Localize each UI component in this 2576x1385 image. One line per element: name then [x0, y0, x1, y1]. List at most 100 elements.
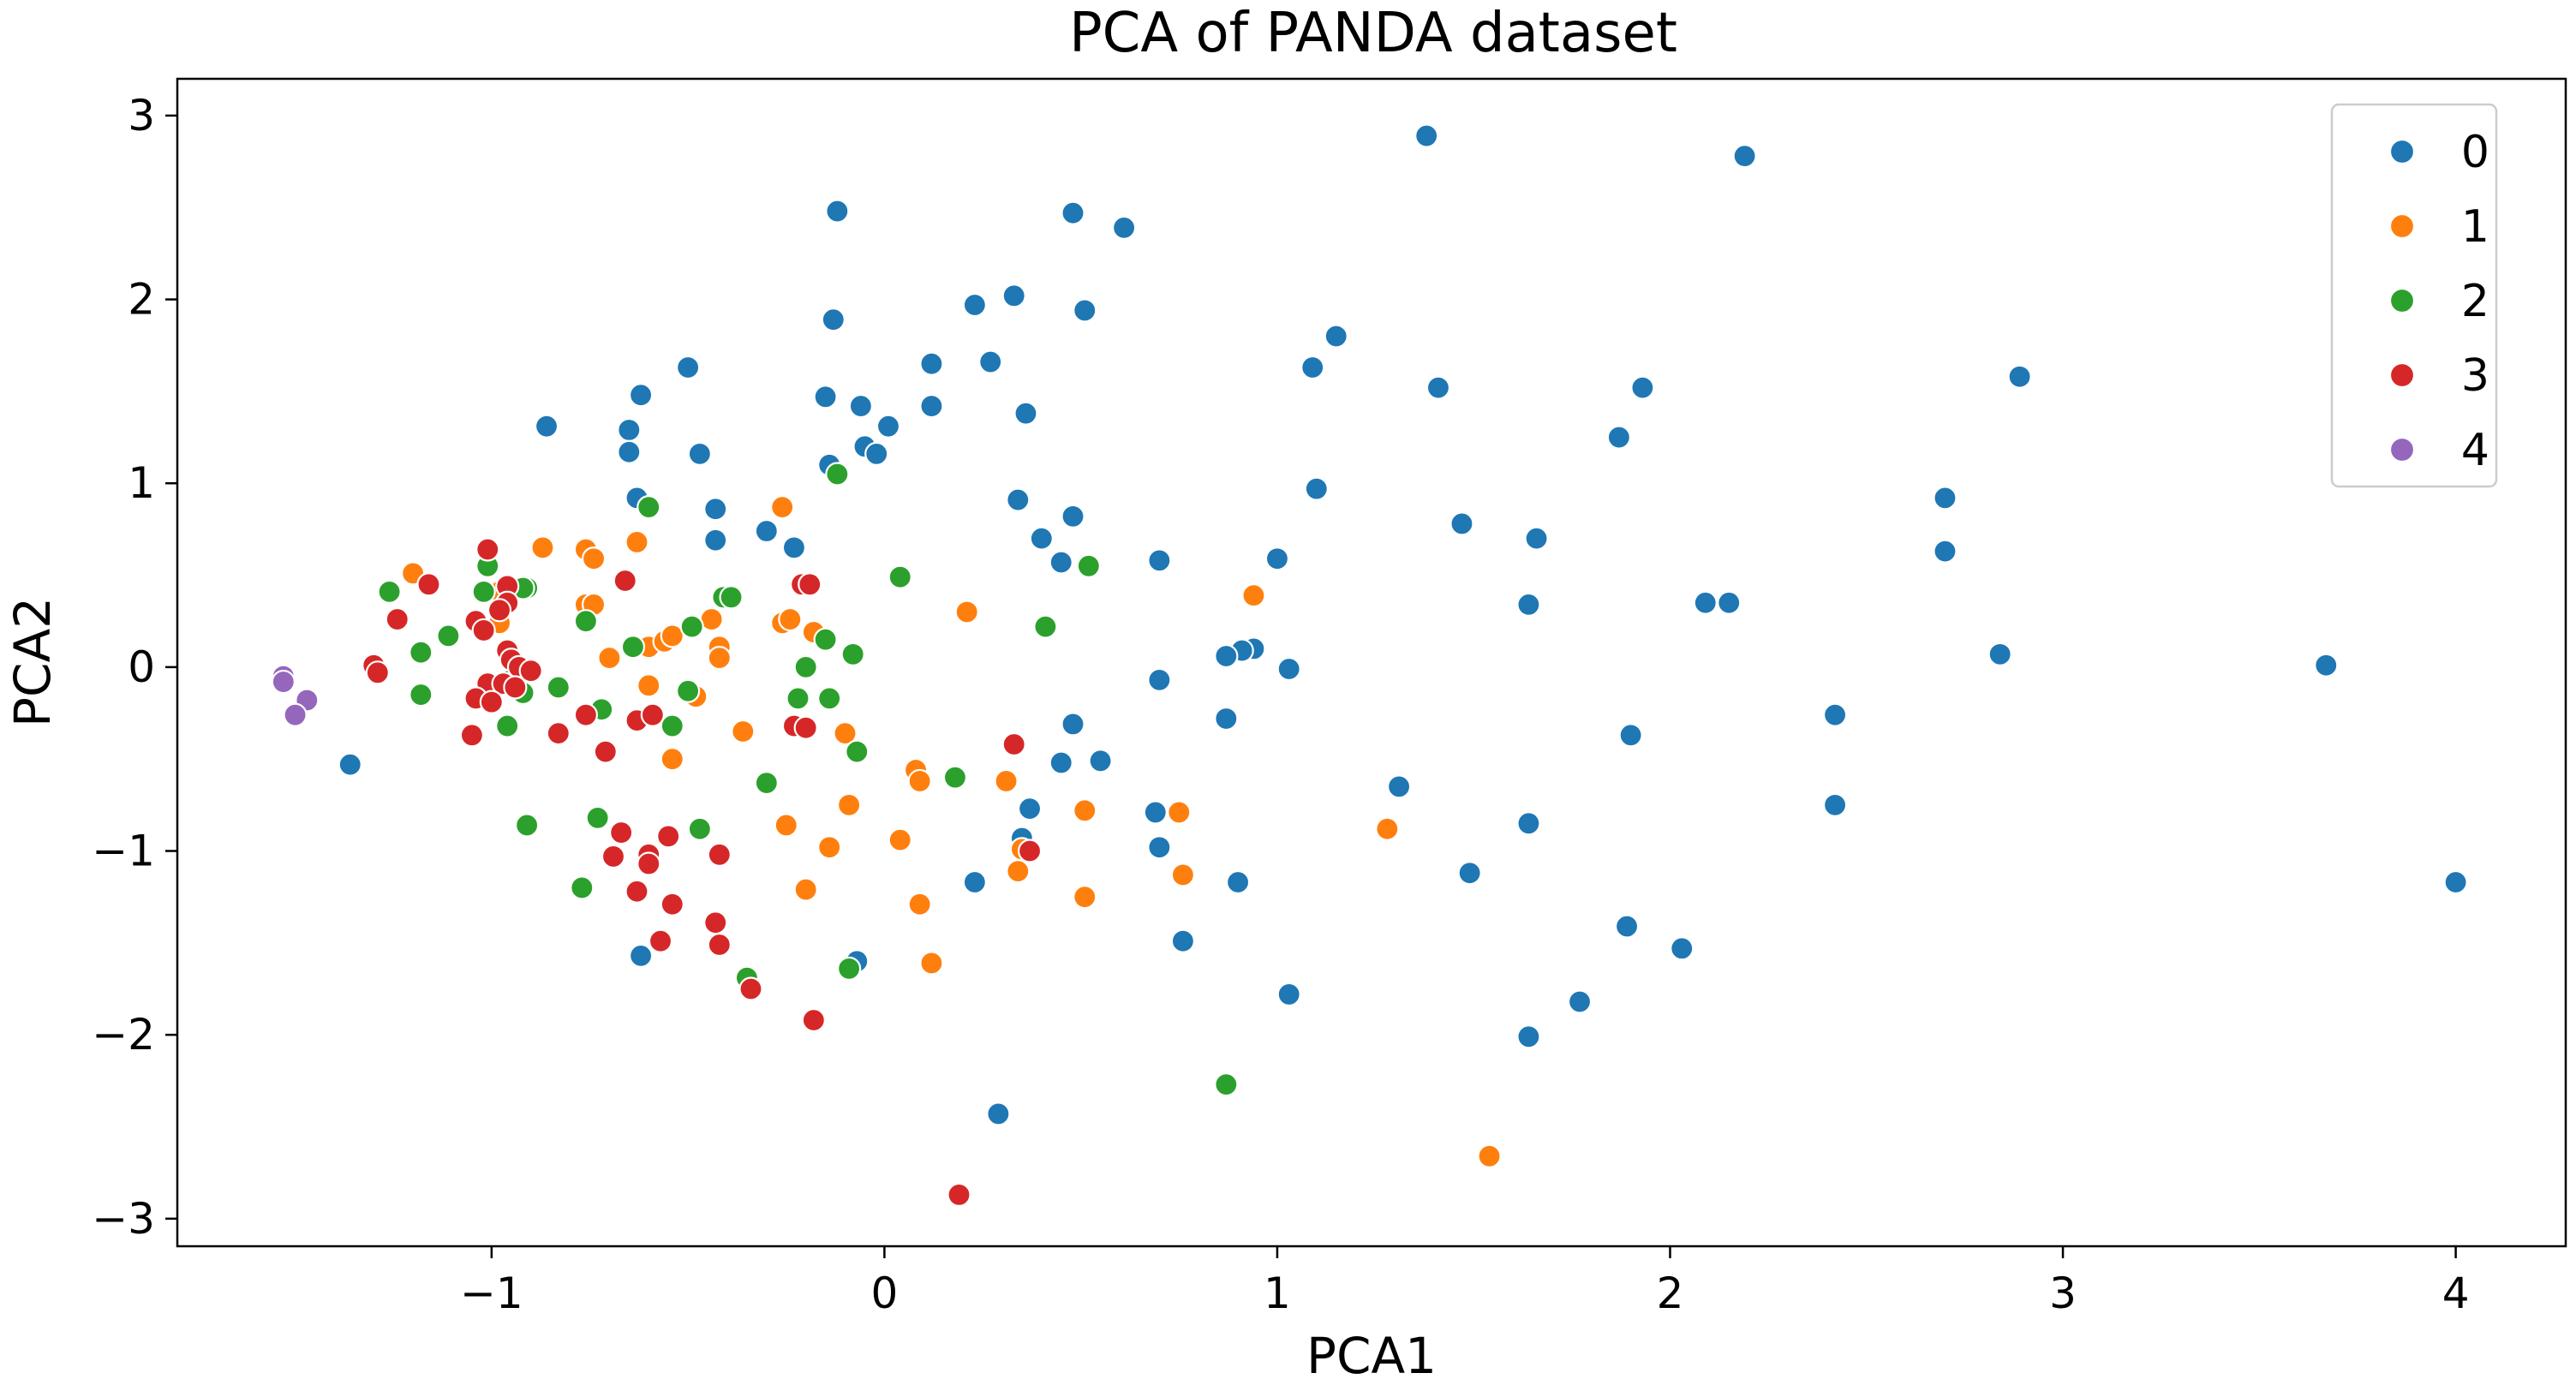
- scatter-point-class-1: [774, 813, 798, 838]
- scatter-point-class-1: [907, 768, 932, 794]
- scatter-point-class-1: [597, 646, 622, 671]
- scatter-point-class-0: [1276, 982, 1301, 1007]
- x-tick-label: −1: [460, 1269, 523, 1318]
- scatter-point-class-0: [1214, 706, 1239, 731]
- scatter-point-class-2: [570, 875, 595, 900]
- scatter-point-class-0: [1822, 702, 1848, 727]
- scatter-point-class-1: [837, 792, 862, 817]
- scatter-point-class-2: [471, 579, 496, 604]
- scatter-point-class-0: [1001, 284, 1026, 308]
- scatter-point-class-0: [2314, 653, 2339, 678]
- scatter-point-class-0: [919, 393, 944, 419]
- scatter-point-class-4: [271, 669, 296, 695]
- scatter-point-class-3: [801, 1007, 826, 1033]
- scatter-point-class-0: [1933, 486, 1957, 510]
- legend-marker: [2388, 361, 2416, 389]
- scatter-point-class-0: [1457, 861, 1482, 886]
- axis-ticks: −1 0 1 2 3 4 −3 −2 −1 0 1 2 3: [92, 91, 2469, 1318]
- scatter-point-class-0: [1225, 869, 1251, 895]
- scatter-point-class-1: [1477, 1143, 1502, 1168]
- scatter-point-class-0: [617, 439, 642, 464]
- scatter-point-class-0: [813, 385, 838, 409]
- scatter-point-class-3: [573, 702, 598, 727]
- scatter-point-class-3: [707, 932, 732, 958]
- scatter-point-class-2: [786, 686, 810, 711]
- scatter-point-class-2: [637, 495, 661, 520]
- scatter-point-class-2: [817, 686, 842, 711]
- scatter-point-class-0: [1414, 123, 1439, 148]
- scatter-point-class-0: [1614, 914, 1640, 939]
- legend-label: 1: [2461, 201, 2489, 253]
- scatter-point-class-0: [1147, 667, 1172, 692]
- scatter-point-class-0: [1822, 792, 1848, 817]
- scatter-point-class-1: [625, 529, 649, 555]
- scatter-point-class-1: [1241, 583, 1266, 608]
- scatter-point-class-3: [656, 824, 681, 849]
- chart-title: PCA of PANDA dataset: [1069, 2, 1677, 65]
- scatter-point-class-2: [585, 805, 610, 830]
- scatter-point-class-0: [1933, 539, 1957, 564]
- scatter-point-class-3: [487, 598, 512, 623]
- scatter-point-class-0: [821, 307, 846, 332]
- scatter-point-class-0: [1670, 936, 1694, 961]
- legend-marker: [2388, 212, 2416, 240]
- scatter-point-class-0: [676, 355, 701, 380]
- scatter-point-class-0: [919, 351, 944, 376]
- scatter-point-class-3: [601, 844, 626, 869]
- scatter-point-class-0: [1049, 750, 1073, 775]
- scatter-point-class-1: [770, 495, 795, 520]
- scatter-point-class-0: [962, 869, 987, 895]
- scatter-point-class-0: [534, 414, 559, 439]
- scatter-point-class-2: [409, 640, 433, 665]
- scatter-point-class-1: [530, 535, 555, 560]
- legend: 0 1 2 3 4: [2330, 103, 2498, 488]
- scatter-point-class-0: [1386, 774, 1412, 799]
- scatter-point-class-1: [919, 951, 944, 976]
- legend-marker: [2388, 436, 2416, 463]
- scatter-point-class-2: [793, 654, 818, 679]
- scatter-point-class-1: [954, 600, 979, 624]
- scatter-point-class-3: [637, 851, 661, 876]
- scatter-point-class-1: [731, 719, 756, 744]
- y-tick-label: 1: [128, 458, 155, 508]
- scatter-point-class-1: [888, 827, 912, 852]
- scatter-point-class-1: [1006, 859, 1031, 884]
- scatter-point-class-0: [1618, 723, 1643, 748]
- scatter-point-class-2: [1033, 614, 1058, 639]
- plot-area: [177, 79, 2566, 1246]
- scatter-point-class-3: [660, 892, 684, 916]
- scatter-point-class-0: [1029, 526, 1054, 551]
- scatter-point-class-1: [817, 835, 842, 860]
- scatter-point-class-2: [676, 678, 701, 703]
- scatter-point-class-1: [793, 877, 818, 902]
- scatter-point-class-3: [703, 910, 728, 935]
- scatter-point-class-2: [825, 462, 850, 487]
- scatter-point-class-0: [1304, 476, 1329, 501]
- scatter-point-class-0: [1516, 592, 1541, 617]
- scatter-point-class-0: [628, 383, 654, 408]
- x-tick-label: 4: [2442, 1269, 2470, 1318]
- scatter-point-class-3: [459, 723, 485, 748]
- scatter-point-class-0: [1717, 590, 1742, 615]
- scatter-point-class-3: [365, 660, 390, 685]
- scatter-point-class-1: [1073, 885, 1097, 910]
- scatter-point-class-1: [660, 747, 684, 772]
- legend-label: 2: [2461, 276, 2489, 327]
- legend-label: 4: [2461, 425, 2489, 476]
- legend-label: 0: [2461, 127, 2489, 178]
- scatter-point-class-0: [1324, 324, 1348, 349]
- scatter-point-class-3: [738, 976, 763, 1001]
- scatter-point-class-0: [1524, 526, 1549, 551]
- scatter-point-class-0: [1516, 811, 1541, 836]
- scatter-point-class-3: [707, 842, 732, 867]
- scatter-point-class-2: [1214, 1072, 1239, 1097]
- x-tick-label: 2: [1657, 1269, 1684, 1318]
- scatter-point-class-1: [1167, 800, 1192, 825]
- scatter-point-class-0: [1516, 1024, 1541, 1049]
- scatter-point-class-3: [416, 572, 441, 597]
- y-tick-label: −2: [92, 1010, 155, 1060]
- scatter-point-class-0: [1276, 656, 1301, 682]
- scatter-point-class-1: [660, 624, 684, 648]
- scatter-point-class-1: [778, 606, 803, 632]
- scatter-point-class-0: [1732, 144, 1757, 169]
